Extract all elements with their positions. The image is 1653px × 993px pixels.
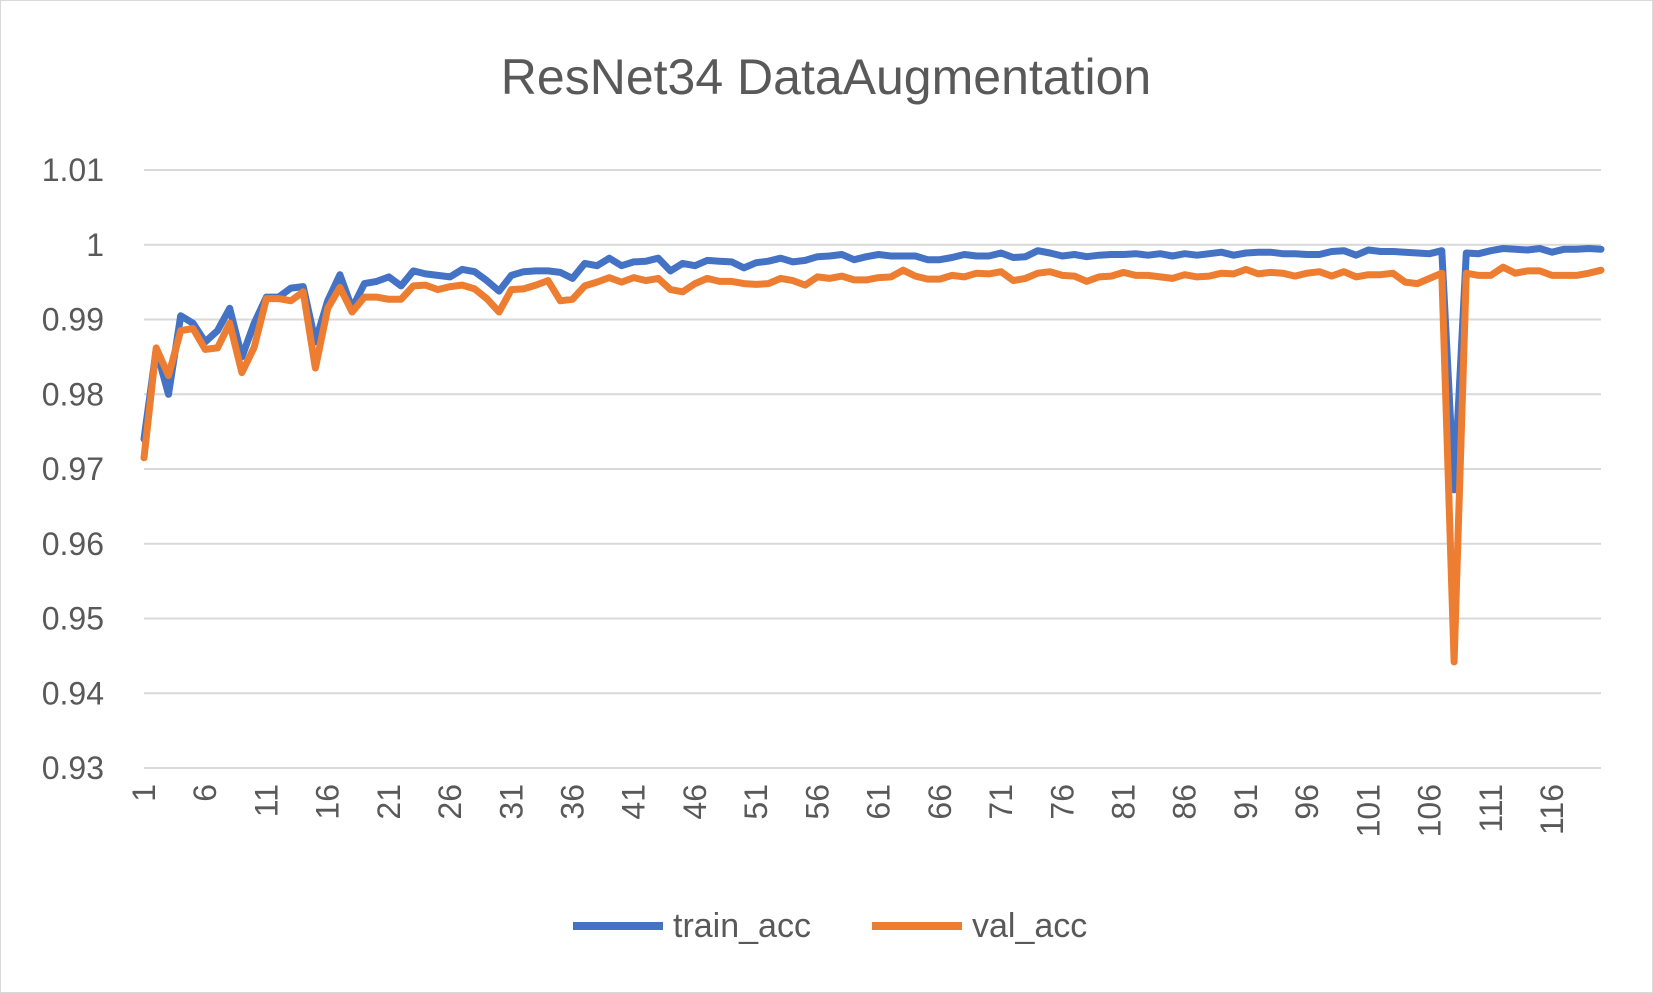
x-tick-label: 61 xyxy=(861,784,897,820)
chart-title: ResNet34 DataAugmentation xyxy=(501,49,1151,105)
x-tick-label: 91 xyxy=(1228,784,1264,820)
x-tick-label: 106 xyxy=(1412,784,1448,837)
legend: train_acc val_acc xyxy=(573,907,1087,945)
y-tick-label: 0.95 xyxy=(42,601,104,637)
x-tick-label: 101 xyxy=(1350,784,1386,837)
series-line-train-acc xyxy=(140,245,1605,494)
x-tick-label: 6 xyxy=(187,784,223,802)
y-tick-label: 0.97 xyxy=(42,451,104,487)
y-tick-label: 0.96 xyxy=(42,526,104,562)
x-axis-tick-labels: 1 6 11 16 21 26 31 36 41 46 51 56 61 66 71 76 81 86 91 96 10… xyxy=(126,784,1570,837)
x-tick-label: 16 xyxy=(310,784,346,820)
x-tick-label: 21 xyxy=(371,784,407,820)
x-tick-label: 46 xyxy=(677,784,713,820)
gridlines xyxy=(144,169,1601,695)
y-tick-label: 0.98 xyxy=(42,376,104,412)
legend-label-val-acc: val_acc xyxy=(972,907,1087,945)
y-tick-label: 0.99 xyxy=(42,302,104,338)
y-tick-label: 1.01 xyxy=(42,152,104,188)
x-tick-label: 51 xyxy=(738,784,774,820)
x-tick-label: 71 xyxy=(983,784,1019,820)
series-line-val-acc xyxy=(140,263,1605,666)
y-tick-label: 1 xyxy=(86,227,104,263)
x-tick-label: 86 xyxy=(1167,784,1203,820)
series-lines xyxy=(140,245,1605,666)
x-tick-label: 31 xyxy=(493,784,529,820)
x-tick-label: 36 xyxy=(555,784,591,820)
y-axis-tick-labels: 0.93 0.94 0.95 0.96 0.97 0.98 0.99 1 1.01 xyxy=(42,152,104,786)
x-tick-label: 1 xyxy=(126,784,162,802)
x-tick-label: 96 xyxy=(1289,784,1325,820)
x-tick-label: 111 xyxy=(1473,784,1509,833)
legend-label-train-acc: train_acc xyxy=(673,907,811,945)
x-tick-label: 66 xyxy=(922,784,958,820)
y-tick-label: 0.94 xyxy=(42,675,104,711)
x-tick-label: 26 xyxy=(432,784,468,820)
x-tick-label: 116 xyxy=(1534,784,1570,835)
y-tick-label: 0.93 xyxy=(42,750,104,786)
x-tick-label: 81 xyxy=(1105,784,1141,820)
x-tick-label: 11 xyxy=(248,784,284,817)
x-tick-label: 76 xyxy=(1044,784,1080,820)
x-tick-label: 41 xyxy=(616,784,652,820)
x-tick-label: 56 xyxy=(799,784,835,820)
